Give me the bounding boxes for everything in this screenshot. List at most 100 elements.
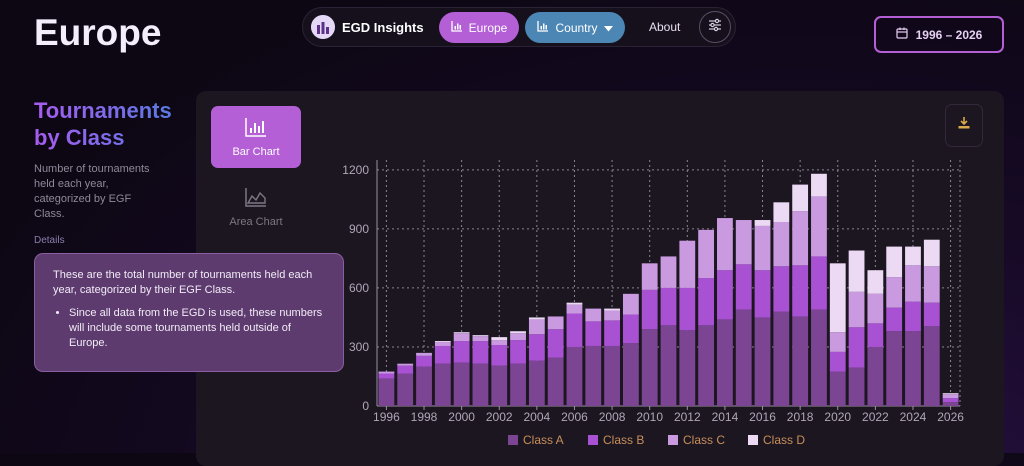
bar-segment (811, 173, 827, 197)
y-tick-label: 600 (349, 281, 369, 295)
date-range-button[interactable]: 1996 – 2026 (874, 16, 1004, 53)
settings-button[interactable] (699, 11, 731, 43)
nav-europe-label: Europe (468, 20, 508, 35)
legend-swatch (588, 435, 598, 445)
bar-segment (886, 277, 903, 308)
bar-segment (679, 287, 696, 331)
bar-segment (622, 343, 639, 406)
bar-segment (735, 220, 752, 265)
bar-segment (566, 313, 583, 347)
bar-segment (773, 266, 790, 312)
bar-segment (905, 301, 921, 332)
bar-segment (641, 289, 658, 330)
x-tick-label: 2006 (561, 410, 588, 424)
bar-segment (867, 270, 884, 294)
bar-segment (829, 371, 846, 406)
section-title: Tournaments by Class (34, 97, 194, 151)
bar-segment (905, 246, 921, 266)
legend-label: Class B (603, 433, 644, 447)
nav-country-label: Country (555, 20, 598, 35)
x-tick-label: 2024 (900, 410, 927, 424)
bar-segment (923, 266, 940, 303)
bar-segment (491, 344, 508, 366)
bar-segment (434, 345, 451, 364)
bar-segment (717, 319, 733, 406)
download-button[interactable] (945, 104, 983, 147)
bar-segment (416, 366, 432, 406)
brand[interactable]: EGD Insights (311, 15, 424, 39)
top-navbar: EGD Insights Europe Country About (302, 7, 736, 47)
bar-segment (510, 331, 526, 334)
nav-about-link[interactable]: About (649, 20, 681, 34)
tab-bar-chart-label: Bar Chart (232, 145, 280, 158)
x-tick-label: 2026 (937, 410, 964, 424)
legend-swatch (748, 435, 758, 445)
bar-segment (528, 360, 545, 406)
bar-segment (472, 363, 489, 406)
bar-segment (754, 220, 771, 226)
bar-segment (472, 336, 489, 342)
bar-chart-icon (450, 20, 463, 35)
bar-segment (848, 250, 865, 292)
bar-segment (735, 309, 752, 406)
bar-segment (792, 265, 809, 317)
bar-segment (604, 308, 620, 311)
bar-segment (660, 287, 677, 326)
bar-segment (848, 367, 865, 406)
bar-segment (886, 307, 903, 332)
tab-area-chart[interactable]: Area Chart (211, 176, 301, 238)
bar-segment (397, 363, 414, 366)
bar-segment (942, 394, 959, 399)
bar-segment (547, 316, 564, 330)
y-tick-label: 0 (362, 399, 369, 413)
bar-segment (641, 263, 658, 290)
bar-segment (622, 293, 639, 315)
nav-country-dropdown[interactable]: Country (525, 12, 625, 43)
tooltip-text: These are the total number of tournament… (53, 269, 313, 296)
bar-segment (397, 373, 414, 406)
bar-segment (604, 345, 620, 406)
legend-swatch (668, 435, 678, 445)
bar-segment (811, 309, 827, 406)
bar-segment (867, 346, 884, 406)
settings-sliders-icon (708, 18, 722, 37)
bar-segment (434, 342, 451, 346)
legend-label: Class D (763, 433, 805, 447)
bar-chart-icon (537, 20, 549, 35)
bar-segment (754, 270, 771, 318)
bar-segment (453, 341, 470, 363)
bar-segment (585, 321, 602, 346)
bar-segment (641, 329, 658, 406)
bar-segment (472, 335, 489, 337)
bar-segment (472, 341, 489, 364)
bar-segment (886, 246, 903, 278)
bar-segment (867, 293, 884, 324)
bar-segment (811, 196, 827, 257)
bar-segment (923, 302, 940, 327)
tab-bar-chart[interactable]: Bar Chart (211, 106, 301, 168)
chevron-down-icon (603, 21, 613, 35)
x-tick-label: 2012 (674, 410, 701, 424)
bar-segment (528, 319, 545, 335)
bar-segment (416, 355, 432, 367)
nav-europe-button[interactable]: Europe (439, 12, 519, 43)
x-tick-label: 2000 (448, 410, 475, 424)
bar-segment (547, 357, 564, 406)
bar-segment (378, 373, 395, 379)
x-tick-label: 2008 (599, 410, 626, 424)
details-link[interactable]: Details (34, 235, 65, 246)
bar-segment (491, 337, 508, 341)
bar-segment (923, 326, 940, 406)
download-icon (957, 116, 971, 135)
calendar-icon (896, 27, 908, 42)
bar-segment (453, 333, 470, 342)
bar-segment (622, 314, 639, 344)
bar-segment (453, 332, 470, 334)
bar-segment (566, 346, 583, 406)
bar-segment (660, 256, 677, 288)
bar-segment (905, 331, 921, 406)
brand-logo-icon (311, 15, 335, 39)
x-tick-label: 2002 (486, 410, 513, 424)
bar-segment (604, 320, 620, 346)
bar-segment (566, 302, 583, 305)
